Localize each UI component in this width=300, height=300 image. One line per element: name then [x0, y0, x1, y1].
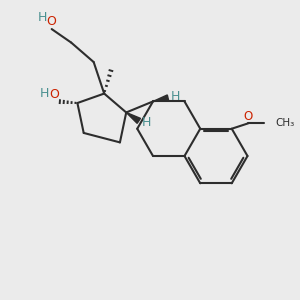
Text: O: O: [243, 110, 252, 123]
Text: O: O: [49, 88, 58, 101]
Text: H: H: [40, 87, 50, 100]
Text: H: H: [142, 116, 151, 129]
Text: CH₃: CH₃: [275, 118, 295, 128]
Text: O: O: [47, 15, 57, 28]
Text: H: H: [38, 11, 47, 24]
Polygon shape: [126, 112, 140, 123]
Text: H: H: [171, 90, 181, 103]
Polygon shape: [153, 95, 169, 101]
